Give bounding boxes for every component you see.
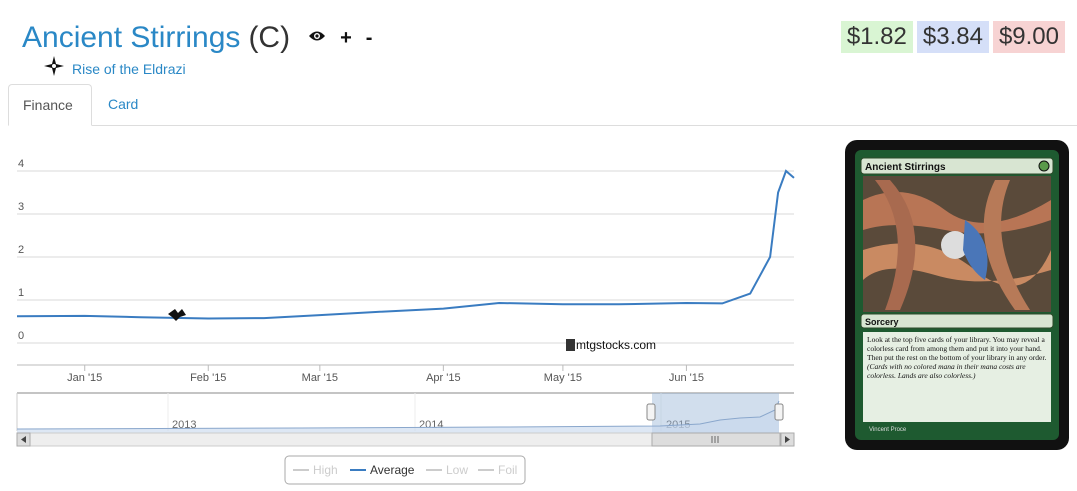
set-symbol-marker-icon (168, 309, 186, 321)
price-high: $9.00 (992, 21, 1065, 53)
x-tick-label: May '15 (544, 372, 582, 384)
y-tick-label: 0 (18, 330, 24, 342)
card-header: Ancient Stirrings (C) + - (22, 18, 372, 58)
card-title: Ancient Stirrings (22, 21, 241, 54)
legend-item-low[interactable]: Low (426, 463, 468, 477)
average-series-line (16, 169, 795, 320)
legend-label-foil: Foil (498, 463, 517, 477)
tab-finance[interactable]: Finance (8, 84, 92, 126)
x-tick-label: Feb '15 (190, 372, 226, 384)
navigator-right-handle[interactable] (774, 403, 784, 421)
legend-label-low: Low (446, 463, 468, 477)
set-name-link[interactable]: Rise of the Eldrazi (72, 60, 186, 77)
legend-item-foil[interactable]: Foil (478, 463, 517, 477)
x-tick-label: Jan '15 (67, 372, 102, 384)
price-low: $1.82 (840, 21, 913, 53)
tab-bar: Finance Card (8, 84, 1077, 126)
price-chart[interactable]: 0 1 2 3 4 Jan '15 Feb '15 Mar '15 Apr '15 May '1… (0, 131, 800, 491)
watermark-text: mtgstocks.com (576, 338, 656, 352)
y-tick-label: 1 (18, 287, 24, 299)
set-row: Rise of the Eldrazi (44, 56, 186, 81)
tab-card[interactable]: Card (108, 96, 139, 112)
chart-navigator[interactable]: 2013 2014 2015 (16, 392, 794, 433)
legend-item-high[interactable]: High (293, 463, 338, 477)
legend-label-high: High (313, 463, 338, 477)
legend-item-average[interactable]: Average (350, 463, 415, 477)
watermark: mtgstocks.com (566, 338, 656, 352)
card-rarity: (C) (248, 21, 291, 54)
card-type-line: Sorcery (865, 317, 899, 327)
add-card-button[interactable]: + (340, 26, 352, 49)
navigator-left-handle[interactable] (646, 403, 656, 421)
watch-eye-icon[interactable] (308, 29, 326, 47)
x-tick-label: Jun '15 (669, 372, 704, 384)
chart-legend: High Average Low Foil (284, 455, 526, 485)
price-average: $3.84 (916, 21, 989, 53)
card-image: Ancient Stirrings Sorcery Look at the to… (845, 140, 1069, 450)
set-symbol-icon (44, 56, 64, 81)
chart-scrollbar[interactable] (16, 432, 795, 447)
card-rules-text: Look at the top five cards of your libra… (867, 335, 1047, 362)
remove-card-button[interactable]: - (365, 26, 373, 49)
y-tick-label: 4 (18, 158, 24, 170)
y-tick-label: 3 (18, 201, 24, 213)
card-image-name: Ancient Stirrings (865, 162, 946, 173)
x-tick-label: Apr '15 (426, 372, 461, 384)
legend-label-average: Average (370, 463, 415, 477)
y-tick-label: 2 (18, 244, 24, 256)
price-badges: $1.82 $3.84 $9.00 (840, 21, 1065, 53)
scrollbar-thumb[interactable] (651, 432, 781, 447)
card-reminder-text: (Cards with no colored mana in their man… (867, 362, 1026, 380)
green-mana-icon (1038, 160, 1050, 172)
card-artist: Vincent Proce (869, 427, 907, 433)
x-tick-label: Mar '15 (302, 372, 338, 384)
